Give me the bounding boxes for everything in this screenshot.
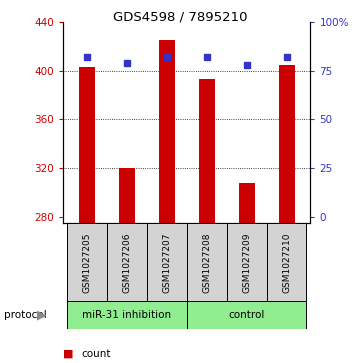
Bar — [119, 168, 135, 223]
Bar — [239, 183, 255, 223]
Text: GSM1027208: GSM1027208 — [202, 232, 211, 293]
Bar — [147, 223, 187, 301]
Text: ▶: ▶ — [37, 309, 46, 321]
Text: control: control — [229, 310, 265, 320]
Text: ■: ■ — [63, 349, 74, 359]
Bar — [187, 223, 227, 301]
Text: GSM1027207: GSM1027207 — [162, 232, 171, 293]
Text: GSM1027206: GSM1027206 — [122, 232, 131, 293]
Text: GSM1027205: GSM1027205 — [83, 232, 92, 293]
Bar — [159, 40, 175, 223]
Text: count: count — [81, 349, 111, 359]
Bar — [199, 79, 215, 223]
Bar — [67, 301, 187, 329]
Bar — [79, 67, 95, 223]
Text: GSM1027209: GSM1027209 — [242, 232, 251, 293]
Text: miR-31 inhibition: miR-31 inhibition — [82, 310, 171, 320]
Text: protocol: protocol — [4, 310, 46, 320]
Text: GDS4598 / 7895210: GDS4598 / 7895210 — [113, 10, 248, 23]
Bar — [107, 223, 147, 301]
Bar — [279, 65, 295, 223]
Text: GSM1027210: GSM1027210 — [282, 232, 291, 293]
Bar — [266, 223, 306, 301]
Bar — [187, 301, 306, 329]
Bar — [67, 223, 107, 301]
Bar — [227, 223, 266, 301]
